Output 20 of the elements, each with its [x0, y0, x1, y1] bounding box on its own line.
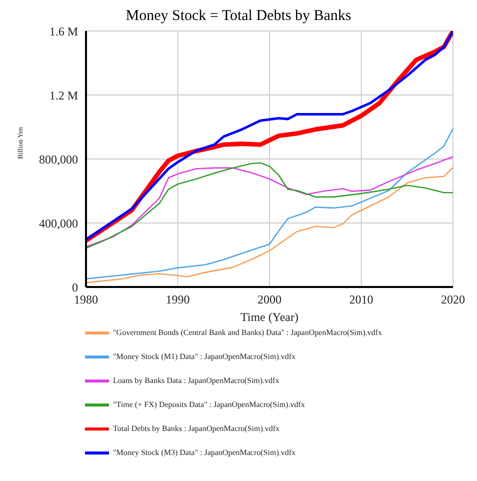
legend-label: "Money Stock (M3) Data" : JapanOpenMacro(Sim).vdfx: [113, 448, 296, 457]
x-tick-label: 2000: [258, 292, 282, 307]
x-tick-label: 1990: [166, 292, 190, 307]
y-tick-label: 800,000: [39, 152, 78, 166]
y-tick-label: 1.6 M: [49, 24, 78, 38]
legend-label: "Government Bonds (Central Bank and Banks) Data" : JapanOpenMacro(Sim).vdfx: [113, 328, 382, 337]
y-tick-label: 1.2 M: [49, 88, 78, 102]
line-series: [86, 128, 453, 280]
x-tick-label: 1980: [74, 292, 98, 307]
legend-label: Loans by Banks Data : JapanOpenMacro(Sim).vdfx: [113, 376, 280, 385]
legend-label: "Money Stock (M1) Data" : JapanOpenMacro(Sim).vdfx: [113, 352, 296, 361]
x-axis-title: Time (Year): [240, 310, 299, 324]
x-tick-label: 2020: [441, 292, 465, 307]
y-tick-label: 400,000: [39, 216, 78, 230]
chart-title: Money Stock = Total Debts by Banks: [124, 8, 352, 25]
legend-label: Total Debts by Banks : JapanOpenMacro(Sim).vdfx: [113, 424, 280, 433]
x-tick-label: 2010: [349, 292, 374, 307]
line-series: [86, 166, 453, 284]
legend-label: "Time (+ FX) Deposits Data" : JapanOpenMacro(Sim).vdfx: [113, 400, 305, 409]
y-tick-label: 0: [72, 280, 78, 294]
